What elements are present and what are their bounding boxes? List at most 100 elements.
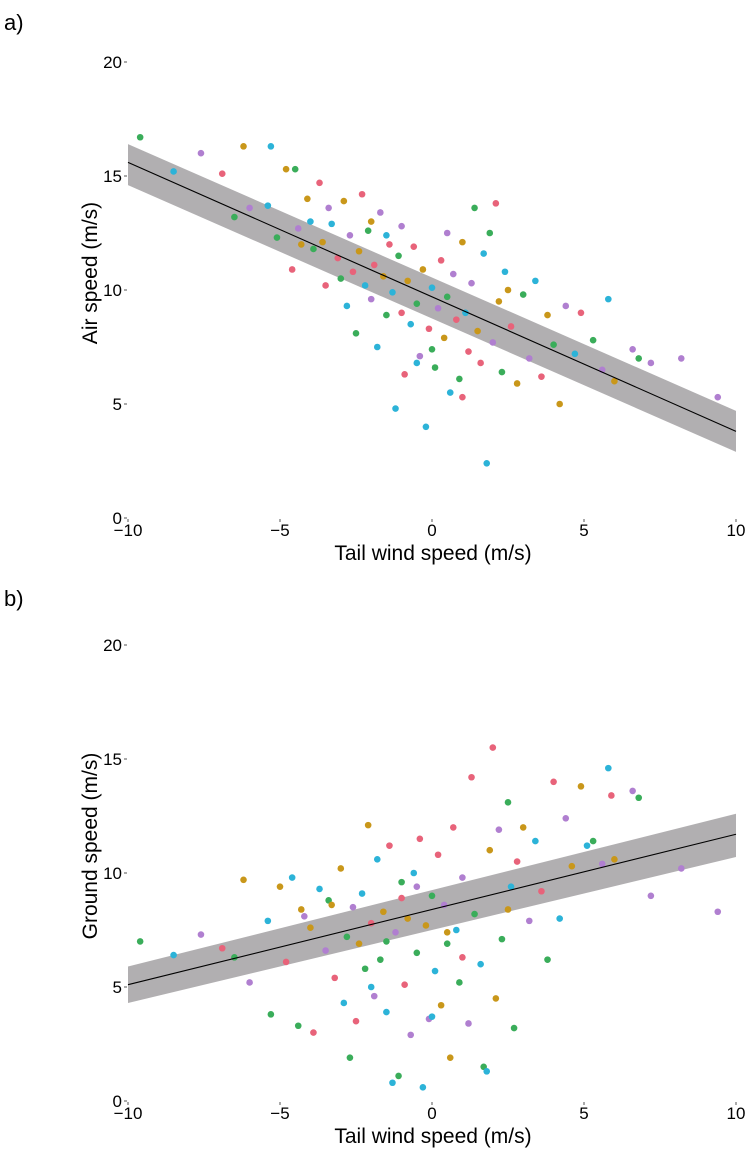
data-point [510, 1024, 518, 1032]
data-point [294, 225, 302, 232]
data-point [349, 268, 357, 276]
data-point [437, 1001, 445, 1009]
y-tick-label: 10 [103, 281, 122, 300]
data-point [307, 218, 314, 225]
data-point [343, 933, 351, 941]
data-point [428, 892, 436, 900]
data-point [577, 309, 585, 317]
data-point [352, 1017, 360, 1025]
data-point [410, 869, 418, 877]
data-point [218, 170, 226, 178]
data-point [544, 956, 551, 963]
data-point [383, 311, 390, 319]
data-point [367, 218, 375, 225]
data-point [428, 1013, 436, 1020]
data-point [647, 892, 655, 900]
data-point [297, 906, 305, 913]
data-point [328, 220, 335, 228]
data-point [495, 298, 503, 305]
y-axis-title: Air speed (m/s) [79, 202, 102, 344]
data-point [413, 949, 421, 957]
data-point [556, 915, 563, 922]
data-point [489, 744, 497, 751]
panel-b: b) Tail wind speed (m/s) Ground speed (m… [0, 578, 751, 1156]
data-point [443, 229, 451, 237]
y-tick-label: 15 [103, 750, 122, 769]
data-point [480, 250, 487, 257]
data-point [419, 266, 427, 273]
data-point [346, 231, 354, 239]
y-tick-label: 0 [113, 1092, 122, 1111]
data-point [434, 851, 442, 859]
data-point [294, 1022, 302, 1030]
data-point [422, 423, 430, 431]
data-point [635, 794, 643, 802]
data-point [456, 375, 463, 383]
data-point [307, 924, 314, 932]
y-axis-title: Ground speed (m/s) [79, 753, 102, 940]
data-point [386, 241, 393, 248]
data-point [401, 371, 408, 378]
data-point [431, 967, 439, 975]
data-point [483, 1068, 491, 1075]
data-point [389, 1079, 396, 1087]
data-point [361, 282, 369, 289]
data-point [413, 300, 421, 307]
data-point [677, 355, 685, 362]
data-point [304, 195, 311, 203]
data-point [519, 824, 527, 831]
data-point [355, 247, 363, 255]
y-tick-label: 15 [103, 167, 122, 186]
data-point [459, 238, 466, 246]
data-point [422, 922, 430, 929]
data-point [316, 179, 323, 187]
data-point [677, 865, 685, 872]
data-point [611, 856, 618, 863]
x-tick-label: 5 [579, 1104, 588, 1123]
data-point [386, 842, 393, 849]
data-point [288, 266, 296, 273]
data-point [377, 956, 384, 963]
data-point [465, 348, 472, 355]
x-tick-label: −10 [114, 1104, 143, 1123]
x-tick-label: 0 [427, 1104, 436, 1123]
data-point [428, 284, 436, 292]
data-point [629, 787, 636, 795]
data-point [486, 846, 494, 854]
data-point [240, 143, 247, 150]
data-point [337, 275, 345, 282]
data-point [489, 339, 497, 346]
data-point [513, 858, 521, 865]
confidence-band [128, 144, 736, 452]
y-tick-label: 5 [113, 978, 122, 997]
data-point [492, 200, 500, 207]
data-point [519, 291, 527, 298]
x-tick-label: −5 [270, 521, 289, 540]
x-tick-label: 5 [579, 521, 588, 540]
data-point [501, 268, 509, 276]
data-point [373, 856, 381, 863]
data-point [398, 878, 405, 886]
data-point [477, 960, 484, 968]
data-point [364, 821, 372, 829]
data-point [246, 204, 253, 212]
data-point [401, 981, 408, 989]
data-point [398, 222, 405, 230]
data-point [571, 350, 579, 358]
data-point [504, 286, 512, 294]
data-point [346, 1054, 354, 1061]
panel-label: b) [4, 586, 24, 611]
data-point [340, 197, 348, 205]
data-point [456, 979, 463, 986]
data-point [550, 341, 557, 349]
data-point [416, 835, 424, 843]
data-point [629, 345, 636, 353]
data-point [474, 327, 481, 335]
data-point [358, 190, 366, 198]
data-point [440, 334, 448, 342]
data-point [525, 917, 533, 925]
data-point [398, 309, 405, 317]
data-point [267, 1011, 275, 1018]
data-point [598, 860, 606, 868]
data-point [608, 792, 615, 799]
